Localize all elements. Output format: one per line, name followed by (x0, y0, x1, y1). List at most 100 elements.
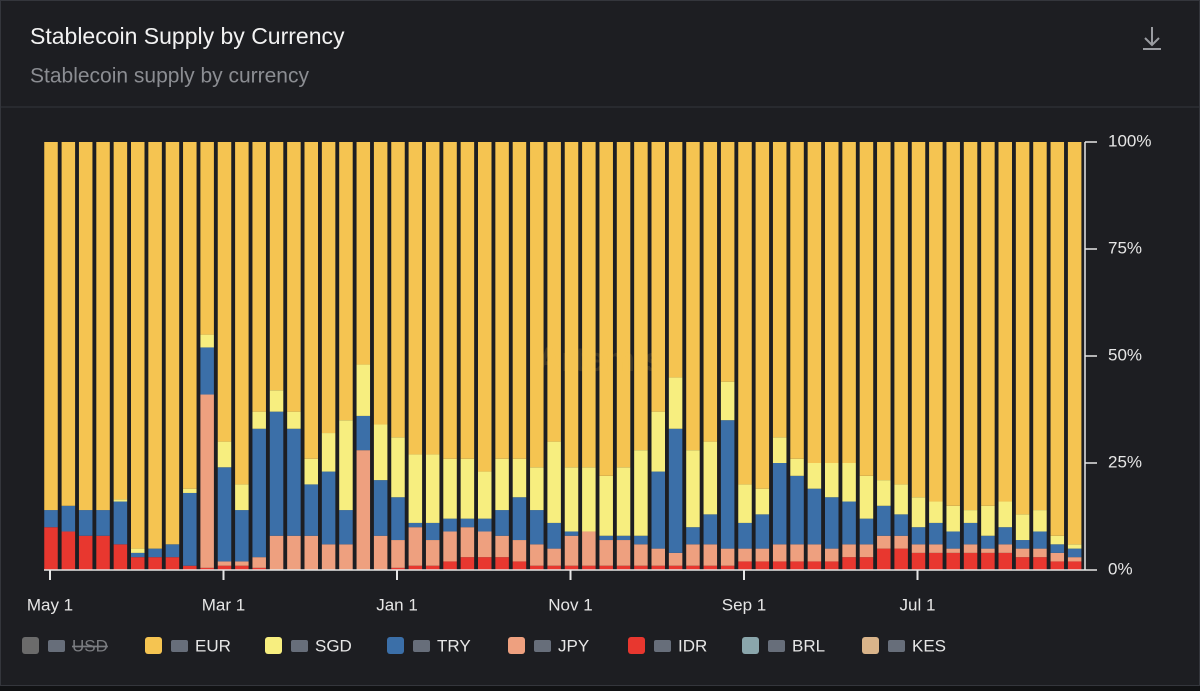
legend-swatch (387, 637, 404, 654)
bar-segment (807, 142, 822, 463)
bar-segment (686, 142, 700, 451)
bar-segment (599, 475, 613, 536)
bar-segment (963, 544, 978, 553)
bar-segment (530, 142, 544, 468)
bar-segment (755, 561, 770, 570)
bar-segment (755, 488, 770, 515)
legend-flag (654, 640, 671, 652)
bar-segment (252, 142, 266, 412)
bar-segment (1067, 544, 1082, 549)
bar-segment (356, 415, 371, 451)
legend-flag (768, 640, 785, 652)
bar-segment (790, 544, 804, 562)
bar-segment (200, 334, 214, 348)
bar-segment (859, 475, 874, 519)
bar-segment (530, 510, 544, 545)
bar-segment (911, 497, 926, 528)
bar-segment (408, 454, 423, 523)
bar-segment (165, 142, 180, 545)
bar-segment (373, 480, 388, 536)
bar-segment (321, 471, 336, 545)
bar-segment (738, 561, 752, 570)
legend-item[interactable]: EUR (145, 636, 231, 655)
bar-segment (963, 552, 978, 570)
bar-segment (235, 561, 249, 566)
bar-segment (1033, 531, 1047, 549)
y-tick-label: 50% (1108, 345, 1142, 364)
bar-segment (686, 565, 700, 570)
bar-segment (425, 565, 440, 570)
bar-segment (894, 514, 908, 536)
bar-segment (894, 142, 908, 485)
bar-segment (686, 544, 700, 566)
bar-segment (686, 527, 700, 545)
bar-segment (963, 142, 978, 511)
bar-segment (287, 142, 301, 412)
bar-segment (911, 552, 926, 570)
bar-segment (772, 561, 787, 570)
bar-segment (634, 450, 648, 536)
legend-item[interactable]: USD (22, 636, 108, 655)
bar-segment (96, 142, 110, 511)
bar-segment (1067, 548, 1082, 558)
download-icon[interactable] (1143, 27, 1161, 50)
bar-segment (651, 142, 665, 412)
legend-label: TRY (437, 636, 471, 655)
bar-segment (616, 467, 631, 536)
legend-flag (534, 640, 551, 652)
bar-segment (564, 535, 579, 566)
bar-segment (183, 142, 197, 489)
bar-segment (772, 142, 787, 438)
bar-segment (720, 548, 735, 566)
bar-segment (894, 535, 908, 549)
bar-segment (443, 561, 457, 570)
bar-segment (998, 142, 1012, 502)
bar-segment (304, 484, 318, 536)
bar-segment (634, 142, 648, 451)
bar-segment (512, 458, 527, 498)
bar-segment (391, 567, 405, 570)
bar-segment (911, 544, 926, 553)
bar-segment (720, 381, 735, 421)
x-tick-label: Nov 1 (548, 595, 592, 614)
bar-segment (929, 142, 943, 502)
legend-item[interactable]: IDR (628, 636, 707, 655)
bar-segment (859, 518, 874, 545)
x-tick-label: Jan 1 (376, 595, 418, 614)
legend-item[interactable]: TRY (387, 636, 471, 655)
bar-segment (564, 531, 579, 536)
bar-segment (287, 411, 301, 429)
bar-segment (252, 567, 266, 570)
bar-segment (61, 505, 76, 532)
bar-segment (877, 535, 891, 549)
bar-segment (703, 565, 718, 570)
bar-segment (460, 142, 475, 459)
bar-segment (44, 142, 58, 511)
legend-item[interactable]: SGD (265, 636, 352, 655)
bar-segment (946, 142, 960, 506)
bar-segment (547, 548, 561, 566)
bar-segment (200, 142, 214, 335)
bar-segment (321, 544, 336, 570)
bar-segment (772, 544, 787, 562)
bar-segment (61, 531, 76, 570)
bar-segment (1033, 557, 1047, 570)
bar-segment (772, 437, 787, 463)
bar-segment (998, 552, 1012, 570)
bar-segment (911, 142, 926, 498)
bar-segment (478, 142, 492, 472)
bar-segment (564, 142, 579, 468)
bar-segment (148, 548, 162, 558)
download-button[interactable] (1143, 27, 1161, 50)
legend-item[interactable]: JPY (508, 636, 589, 655)
bar-segment (668, 377, 683, 429)
bar-segment (946, 531, 960, 549)
bar-segment (425, 454, 440, 523)
bar-segment (1015, 514, 1030, 541)
legend-label: IDR (678, 636, 707, 655)
bar-segment (842, 463, 856, 502)
bar-segment (599, 540, 613, 566)
legend-item[interactable]: BRL (742, 636, 825, 655)
legend-item[interactable]: KES (862, 636, 946, 655)
bar-segment (113, 544, 128, 570)
